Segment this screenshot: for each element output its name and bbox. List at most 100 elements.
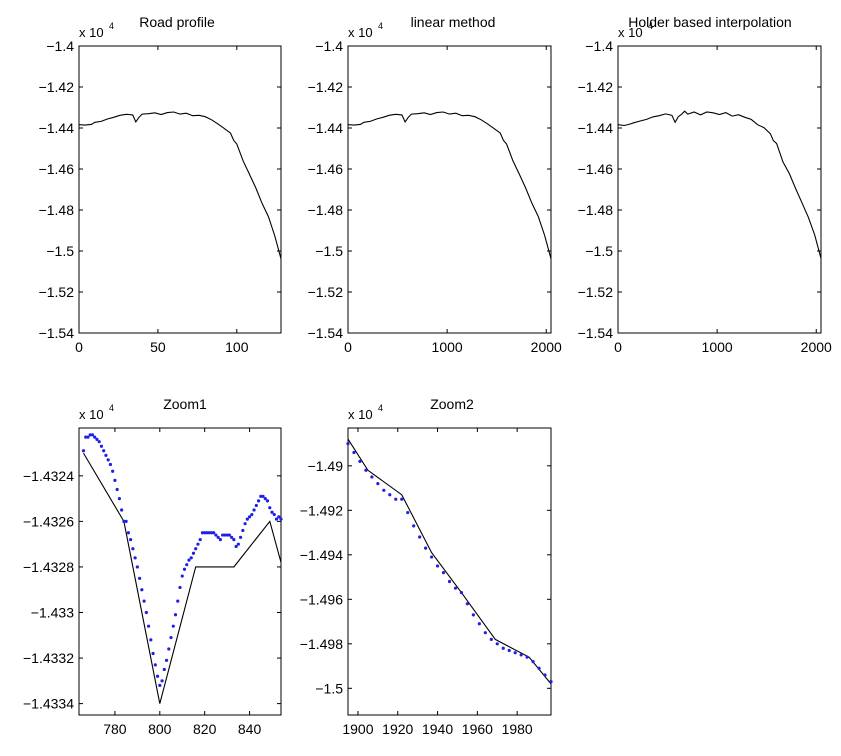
data-point (182, 567, 187, 571)
x-tick-label: 1000 (432, 339, 463, 355)
axis-multiplier: x 10 (348, 407, 373, 422)
axis-multiplier: x 10 (618, 25, 643, 40)
data-point (227, 533, 231, 537)
x-tick-label: 1000 (702, 339, 733, 355)
x-tick-label: 820 (193, 721, 217, 737)
data-point (138, 576, 142, 580)
y-tick-label: −1.4334 (23, 696, 74, 712)
data-point (126, 531, 130, 535)
data-point (104, 453, 108, 457)
data-point (270, 510, 274, 514)
axis-multiplier: x 10 (79, 407, 104, 422)
y-tick-label: −1.44 (308, 120, 344, 136)
chart-title: linear method (411, 14, 496, 30)
series-line (617, 110, 822, 259)
y-tick-label: −1.492 (300, 502, 343, 518)
data-point (435, 564, 440, 568)
axis-exponent: 4 (109, 21, 114, 31)
data-point (382, 488, 386, 492)
data-point (196, 542, 200, 546)
data-point (115, 487, 119, 492)
data-point (239, 535, 243, 539)
x-tick-label: 1920 (382, 721, 413, 737)
data-point (256, 499, 261, 503)
y-tick-label: −1.5 (315, 243, 343, 259)
y-tick-label: −1.4 (315, 38, 343, 54)
series-line (347, 438, 552, 685)
data-point (124, 519, 128, 523)
data-point (513, 651, 517, 655)
data-point (106, 458, 110, 462)
data-point (388, 493, 392, 497)
x-tick-label: 100 (225, 339, 249, 355)
data-point (149, 638, 153, 642)
data-point (81, 449, 86, 453)
series-line (347, 111, 552, 259)
series-line (83, 452, 282, 704)
data-point (525, 655, 529, 659)
data-point (203, 531, 207, 535)
data-point (117, 497, 121, 501)
data-point (158, 683, 162, 687)
y-tick-label: −1.46 (578, 161, 614, 177)
panel-2: −1.54 −1.52 −1.5 −1.48 −1.46 −1.44 −1.42 −1.4 0 1… (308, 14, 562, 355)
data-point (187, 558, 191, 562)
data-point (364, 468, 368, 472)
data-point (99, 444, 104, 448)
y-tick-label: −1.498 (300, 636, 343, 652)
x-tick-label: 840 (238, 721, 262, 737)
y-tick-label: −1.44 (578, 120, 614, 136)
y-tick-label: −1.48 (578, 202, 614, 218)
y-tick-label: −1.496 (300, 591, 343, 607)
data-point (223, 533, 227, 537)
y-tick-label: −1.4 (46, 38, 74, 54)
data-point (531, 660, 535, 664)
y-tick-label: −1.48 (39, 202, 75, 218)
y-tick-label: −1.4324 (23, 468, 74, 484)
series-line (78, 111, 282, 259)
x-tick-label: 2000 (801, 339, 832, 355)
data-point (537, 666, 541, 670)
data-point (261, 494, 265, 498)
data-point (209, 531, 214, 535)
data-point (274, 517, 279, 521)
data-point (259, 494, 263, 498)
y-tick-label: −1.4328 (23, 559, 74, 575)
data-point (245, 517, 249, 521)
data-point (507, 648, 511, 653)
data-point (88, 433, 92, 437)
y-tick-label: −1.54 (578, 325, 614, 341)
y-tick-label: −1.5 (46, 243, 74, 259)
x-tick-label: 2000 (531, 339, 562, 355)
data-point (471, 613, 475, 617)
x-tick-label: 0 (75, 339, 83, 355)
y-tick-label: −1.46 (308, 161, 344, 177)
data-point (205, 531, 209, 535)
data-point (358, 459, 362, 463)
data-point (207, 531, 211, 535)
data-point (412, 524, 416, 528)
axes-frame (347, 427, 552, 716)
data-point (268, 506, 272, 510)
data-point (216, 535, 220, 539)
x-tick-label: 800 (148, 721, 172, 737)
data-point (394, 497, 398, 501)
y-tick-label: −1.4 (585, 38, 613, 54)
y-tick-label: −1.44 (39, 120, 75, 136)
data-point (84, 435, 88, 439)
y-tick-label: −1.42 (308, 79, 344, 95)
data-point (376, 482, 380, 486)
data-point (483, 631, 487, 635)
data-point (477, 622, 481, 626)
data-point (185, 563, 189, 567)
y-tick-label: −1.52 (578, 284, 614, 300)
y-tick-label: −1.54 (39, 325, 75, 341)
data-point (465, 602, 470, 606)
data-point (102, 449, 106, 453)
data-point (198, 538, 202, 542)
data-point (352, 450, 356, 455)
data-point (230, 535, 234, 539)
data-point (140, 588, 144, 592)
data-point (453, 586, 458, 590)
